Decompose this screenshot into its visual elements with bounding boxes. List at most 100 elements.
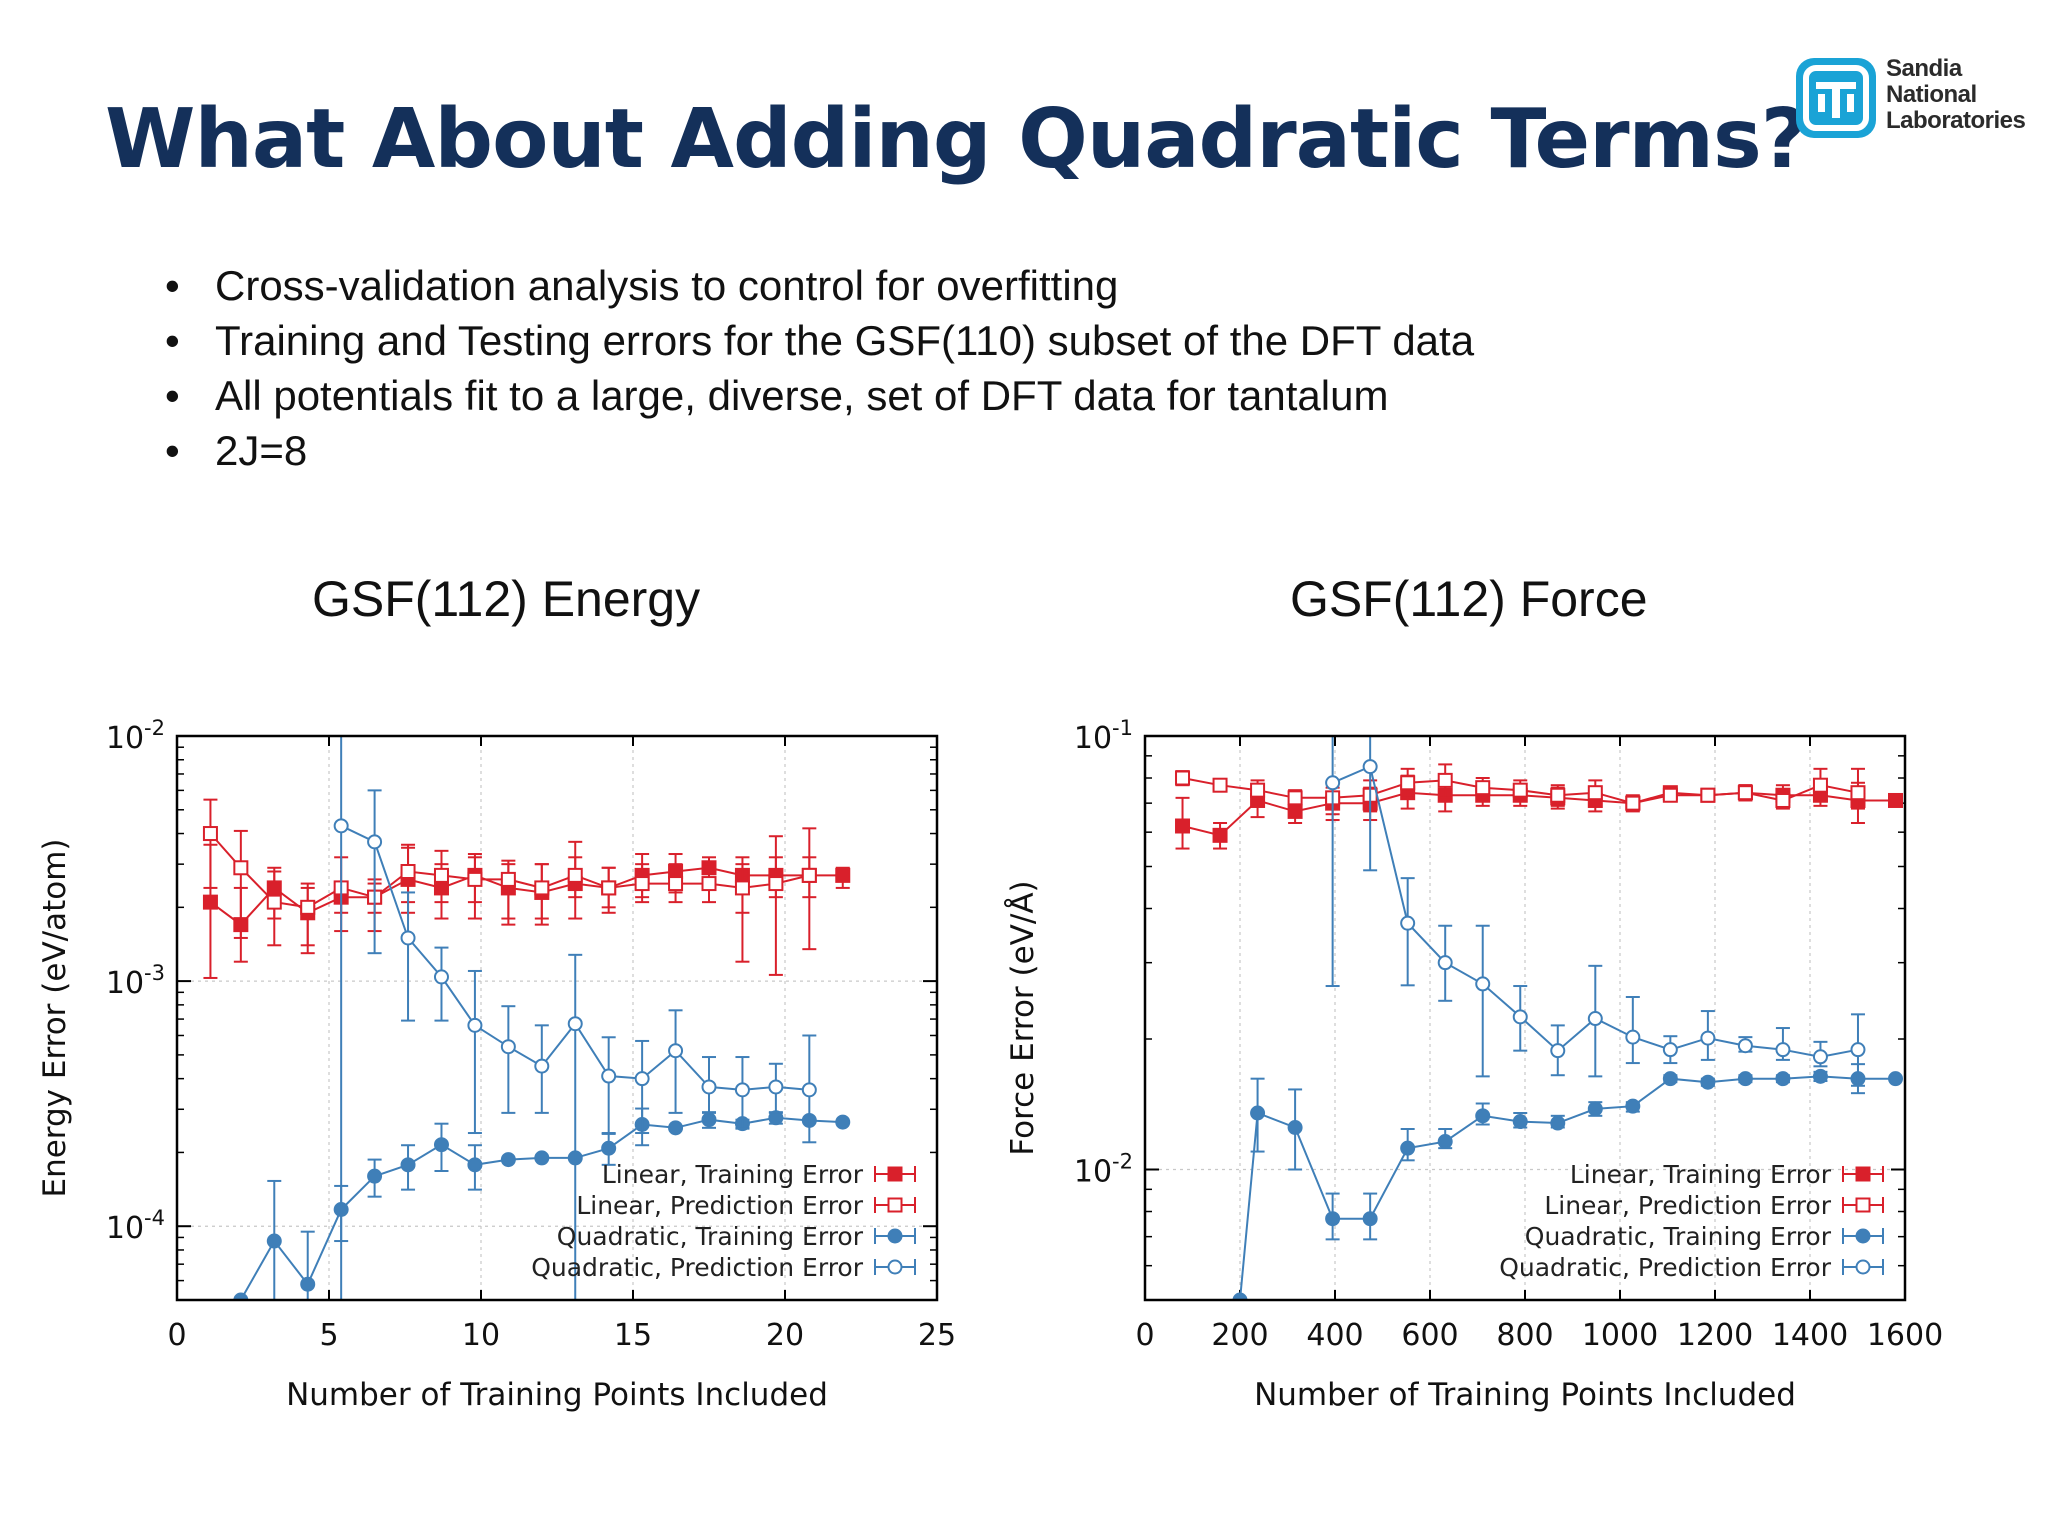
series bbox=[1175, 774, 1903, 850]
data-point bbox=[634, 876, 650, 892]
data-point bbox=[1362, 1211, 1378, 1227]
bullet-dot-icon: • bbox=[165, 427, 180, 474]
data-point bbox=[367, 1168, 383, 1184]
x-tick-label: 25 bbox=[918, 1318, 956, 1353]
series bbox=[1232, 1063, 1903, 1300]
data-point bbox=[467, 1157, 483, 1173]
plot-frame bbox=[1143, 734, 1907, 1302]
thunderbird-logo-icon bbox=[1796, 58, 1876, 138]
data-point bbox=[1812, 777, 1828, 793]
energy-chart-title: GSF(112) Energy bbox=[312, 571, 701, 627]
data-point bbox=[634, 1071, 650, 1087]
y-tick-label: 10-4 bbox=[106, 1206, 165, 1246]
legend-label: Linear, Training Error bbox=[1570, 1160, 1832, 1189]
data-point bbox=[1362, 759, 1378, 775]
legend-label: Linear, Training Error bbox=[602, 1160, 864, 1189]
logo-line-3: Laboratories bbox=[1886, 107, 2026, 134]
logo-line-1: Sandia bbox=[1886, 55, 1962, 82]
data-point bbox=[1550, 787, 1566, 803]
data-point bbox=[1400, 775, 1416, 791]
data-point bbox=[1662, 787, 1678, 803]
data-point bbox=[835, 1114, 851, 1130]
legend-marker bbox=[887, 1228, 903, 1244]
data-point bbox=[300, 1276, 316, 1292]
bullet-list: • Cross-validation analysis to control fo… bbox=[165, 258, 1474, 478]
bullet-item: • 2J=8 bbox=[165, 423, 1474, 478]
data-point bbox=[400, 864, 416, 880]
data-point bbox=[1850, 785, 1866, 801]
data-point bbox=[400, 930, 416, 946]
bullet-text: Cross-validation analysis to control for… bbox=[215, 262, 1119, 309]
data-point bbox=[1550, 1115, 1566, 1131]
legend-marker bbox=[1855, 1228, 1871, 1244]
grid bbox=[177, 736, 937, 1300]
logo-text: Sandia National Laboratories bbox=[1886, 55, 2026, 134]
force-error-chart: 0 200 400 600 800 1000 1200 1400 1600 10-1 10-2 Lin… bbox=[1005, 716, 1943, 1413]
data-point bbox=[1475, 780, 1491, 796]
x-tick-label: 5 bbox=[319, 1318, 338, 1353]
data-point bbox=[701, 876, 717, 892]
data-point bbox=[1250, 782, 1266, 798]
data-point bbox=[734, 880, 750, 896]
y-tick-label: 10-2 bbox=[1074, 1150, 1133, 1190]
series bbox=[1175, 763, 1866, 816]
grid bbox=[1145, 736, 1905, 1300]
data-point bbox=[1700, 1030, 1716, 1046]
data-point bbox=[768, 876, 784, 892]
data-point bbox=[202, 826, 218, 842]
x-tick-label: 1000 bbox=[1582, 1318, 1658, 1353]
data-point bbox=[467, 871, 483, 887]
data-point bbox=[1812, 1049, 1828, 1065]
x-tick-label: 0 bbox=[1135, 1318, 1154, 1353]
series bbox=[333, 736, 817, 1300]
data-point bbox=[333, 818, 349, 834]
data-point bbox=[1737, 785, 1753, 801]
bullet-text: 2J=8 bbox=[215, 427, 308, 474]
data-point bbox=[1587, 1011, 1603, 1027]
data-point bbox=[668, 1120, 684, 1136]
data-point bbox=[701, 1112, 717, 1128]
data-point bbox=[1400, 915, 1416, 931]
data-point bbox=[601, 1140, 617, 1156]
y-tick-label: 10-3 bbox=[106, 961, 165, 1001]
x-tick-label: 20 bbox=[766, 1318, 804, 1353]
data-point bbox=[1662, 1042, 1678, 1058]
legend-marker bbox=[887, 1166, 903, 1182]
legend-marker bbox=[1855, 1259, 1871, 1275]
data-point bbox=[1212, 777, 1228, 793]
data-point bbox=[734, 1082, 750, 1098]
data-point bbox=[534, 1058, 550, 1074]
y-axis-label: Energy Error (eV/atom) bbox=[37, 838, 73, 1197]
data-point bbox=[500, 1039, 516, 1055]
data-point bbox=[1475, 1108, 1491, 1124]
data-point bbox=[367, 834, 383, 850]
legend-label: Quadratic, Training Error bbox=[1525, 1222, 1832, 1251]
x-tick-label: 1200 bbox=[1677, 1318, 1753, 1353]
bullet-dot-icon: • bbox=[165, 372, 180, 419]
x-axis-label: Number of Training Points Included bbox=[286, 1377, 828, 1413]
data-point bbox=[1175, 770, 1191, 786]
data-point bbox=[1700, 787, 1716, 803]
force-chart-title: GSF(112) Force bbox=[1290, 571, 1648, 627]
x-tick-label: 800 bbox=[1496, 1318, 1553, 1353]
series bbox=[1325, 736, 1866, 1087]
data-point bbox=[1587, 1101, 1603, 1117]
data-point bbox=[233, 860, 249, 876]
plot-area bbox=[1175, 736, 1903, 1300]
data-point bbox=[1287, 790, 1303, 806]
data-point bbox=[1812, 1068, 1828, 1084]
data-point bbox=[1625, 1029, 1641, 1045]
data-point bbox=[1625, 1098, 1641, 1114]
data-point bbox=[1850, 1042, 1866, 1058]
data-point bbox=[534, 1150, 550, 1166]
data-point bbox=[534, 880, 550, 896]
x-tick-label: 1400 bbox=[1772, 1318, 1848, 1353]
y-tick-label: 10-1 bbox=[1074, 716, 1133, 756]
x-tick-label: 10 bbox=[462, 1318, 500, 1353]
data-point bbox=[1737, 1038, 1753, 1054]
data-point bbox=[1437, 772, 1453, 788]
data-point bbox=[467, 1017, 483, 1033]
x-tick-label: 0 bbox=[167, 1318, 186, 1353]
legend-marker bbox=[887, 1197, 903, 1213]
